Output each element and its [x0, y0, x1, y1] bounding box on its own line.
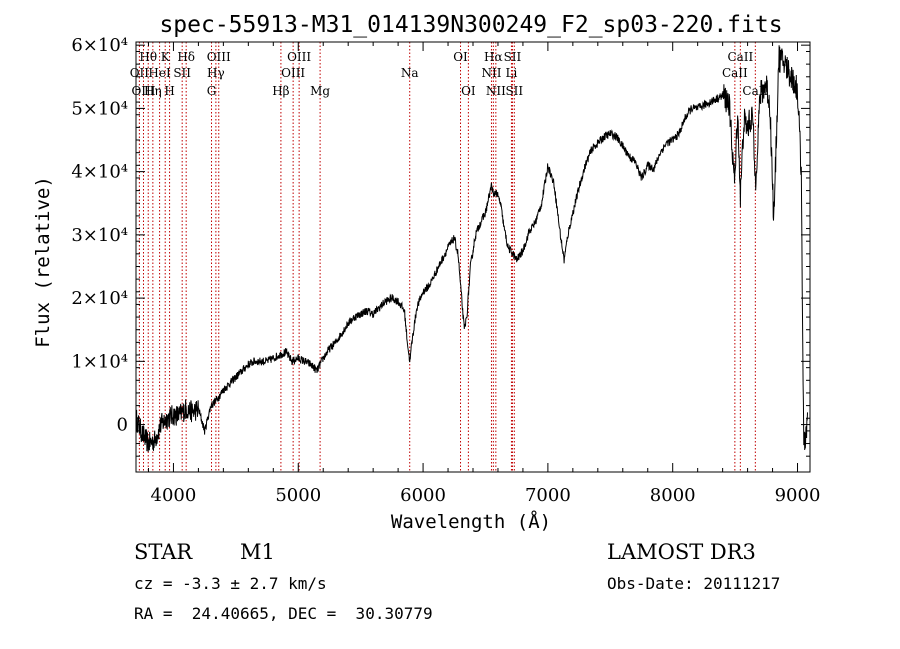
y-axis-ticks: 0 1×10⁴ 2×10⁴ 3×10⁴ 4×10⁴ 5×10⁴ 6×10⁴: [71, 35, 810, 457]
x-tick-label: 8000: [650, 485, 696, 506]
spectral-line-label: CaII: [727, 50, 753, 64]
y-tick-label: 4×10⁴: [71, 162, 128, 183]
spectral-line-label: Hθ: [139, 50, 157, 64]
y-tick-label: 0: [117, 415, 128, 436]
spectral-line-label: OIII: [287, 50, 311, 64]
y-axis-label: Flux (relative): [32, 176, 54, 348]
spectral-line-label: G: [207, 84, 217, 98]
x-tick-label: 4000: [151, 485, 197, 506]
spectral-line-label: OII: [130, 66, 150, 80]
spectral-line-label: SII: [505, 84, 523, 98]
y-tick-label: 5×10⁴: [71, 98, 128, 119]
x-tick-label: 6000: [400, 485, 446, 506]
y-tick-label: 6×10⁴: [71, 35, 128, 56]
object-class: STAR: [134, 540, 193, 564]
spectral-line-label: Hβ: [272, 84, 289, 98]
x-axis-ticks: 4000 5000 6000 7000 8000 9000: [147, 42, 821, 506]
chart-title: spec-55913-M31_014139N300249_F2_sp03-220…: [159, 12, 782, 38]
spectral-line-label: CaII: [722, 66, 748, 80]
x-axis-label: Wavelength (Å): [391, 510, 551, 533]
y-tick-label: 2×10⁴: [71, 288, 128, 309]
spectral-line-label: Hη: [144, 84, 162, 98]
spectral-line-label: Na: [401, 66, 419, 80]
spectral-line-label: Hγ: [207, 66, 225, 80]
spectral-line-labels: Hθ OII OIII K HeI Hη Hδ SII H OIII Hγ G OIII OIII Hβ Mg…: [130, 50, 769, 98]
spectral-line-label: OI: [453, 50, 468, 64]
y-tick-label: 3×10⁴: [71, 225, 128, 246]
spectral-line-label: SII: [504, 50, 522, 64]
spectral-line-label: K: [161, 50, 171, 64]
x-tick-label: 9000: [775, 485, 821, 506]
x-tick-label: 7000: [525, 485, 571, 506]
survey-name: LAMOST DR3: [607, 540, 756, 564]
spectral-line-markers: [138, 42, 756, 472]
spectral-line-label: HeI: [148, 66, 171, 80]
observation-date: Obs-Date: 20111217: [607, 574, 781, 593]
y-tick-label: 1×10⁴: [71, 351, 128, 372]
spectrum-series: [135, 45, 808, 452]
redshift-info: cz = -3.3 ± 2.7 km/s: [134, 574, 327, 593]
spectral-line-label: Mg: [310, 84, 330, 98]
x-tick-label: 5000: [275, 485, 321, 506]
spectral-line-label: OIII: [131, 84, 155, 98]
spectral-line-label: Hδ: [177, 50, 195, 64]
spectral-line-label: Li: [506, 66, 518, 80]
spectral-line-label: NII: [481, 66, 501, 80]
spectral-line-label: SII: [173, 66, 191, 80]
object-subclass: M1: [240, 540, 275, 564]
spectral-line-label: OI: [461, 84, 476, 98]
spectral-line-label: NII: [486, 84, 506, 98]
spectral-line-label: H: [164, 84, 174, 98]
coordinates-info: RA = 24.40665, DEC = 30.30779: [134, 604, 433, 623]
spectrum-line: [135, 45, 808, 452]
spectral-line-label: OIII: [281, 66, 305, 80]
spectral-line-label: OIII: [207, 50, 231, 64]
spectral-line-label: Hα: [484, 50, 503, 64]
